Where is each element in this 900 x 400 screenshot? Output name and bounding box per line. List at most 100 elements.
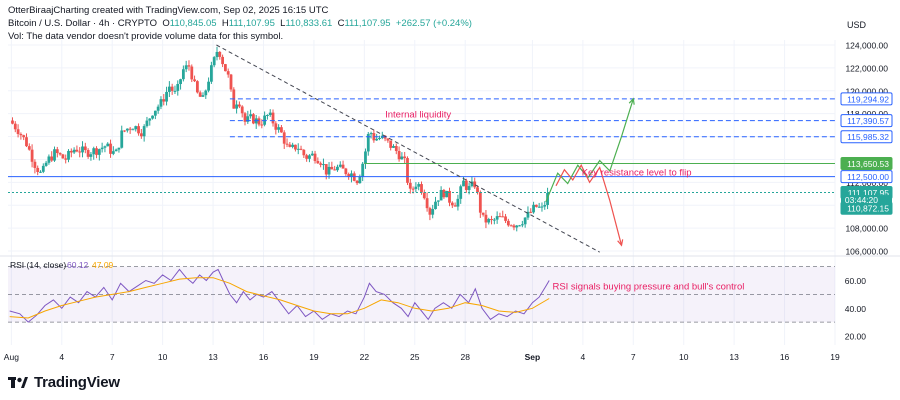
candle-body <box>36 167 40 172</box>
candle-body <box>448 190 451 203</box>
downtrend-line <box>216 44 600 253</box>
candle-body <box>520 224 524 226</box>
candle-body <box>350 173 353 177</box>
time-tick-label: 19 <box>830 352 840 362</box>
candle-body <box>341 164 345 169</box>
candle-body <box>260 124 264 126</box>
candle-body <box>103 146 107 148</box>
candle-body <box>280 127 283 133</box>
candle-body <box>111 151 115 154</box>
symbol-name[interactable]: Bitcoin / U.S. Dollar · 4h · CRYPTO <box>8 18 158 29</box>
candle-body <box>69 150 73 153</box>
candle-body <box>285 143 289 145</box>
candle-body <box>207 81 210 91</box>
candle-body <box>294 144 297 150</box>
candle-body <box>501 216 505 218</box>
candle-body <box>173 90 177 92</box>
candle-body <box>408 182 412 189</box>
candle-body <box>39 171 42 173</box>
candle-body <box>364 151 367 164</box>
candle-body <box>22 135 26 138</box>
rsi-legend-title: RSI (14, close) <box>10 260 66 270</box>
bullish-projection-path <box>545 98 634 203</box>
time-tick-label: Aug <box>4 352 19 362</box>
ohlc-change: +262.57 (+0.24%) <box>395 18 472 29</box>
price-tag <box>840 130 893 144</box>
axes: 106,000.00108,000.00110,000.00112,000.00… <box>0 41 900 362</box>
time-tick-label: 7 <box>631 352 636 362</box>
candle-body <box>481 212 485 215</box>
candle-body <box>473 181 477 188</box>
candle-body <box>442 189 446 198</box>
candle-body <box>55 149 59 154</box>
candle-body <box>226 71 230 75</box>
candle-body <box>420 184 423 193</box>
chart-header: OtterBiraajCharting created with Trading… <box>8 4 472 43</box>
candle-body <box>428 208 432 215</box>
candle-body <box>302 149 306 156</box>
candle-body <box>523 217 527 225</box>
candle-body <box>512 225 516 228</box>
price-pane: Internal liquidity Key resistance level t… <box>8 40 836 345</box>
candle-body <box>176 84 180 91</box>
candle-body <box>453 205 457 207</box>
candle-body <box>83 146 87 151</box>
candle-body <box>72 149 76 153</box>
candle-body <box>153 110 157 116</box>
price-tag-label: 110,872.15 <box>847 204 889 214</box>
candle-body <box>75 149 79 152</box>
candle-body <box>86 150 90 157</box>
rsi-line <box>9 268 550 323</box>
candle-body <box>316 160 320 164</box>
candle-body <box>198 92 202 97</box>
candle-body <box>243 113 247 122</box>
candle-body <box>492 219 496 221</box>
candle-body <box>386 138 390 141</box>
ohlc-row: Bitcoin / U.S. Dollar · 4h · CRYPTO O110… <box>8 18 472 29</box>
rsi-annotation: RSI signals buying pressure and bull's c… <box>552 282 744 293</box>
candle-body <box>268 112 272 115</box>
price-tag-label: 111,107.95 <box>848 188 890 198</box>
candle-body <box>134 126 138 130</box>
candle-body <box>78 151 82 153</box>
time-tick-label: 22 <box>360 352 370 362</box>
candle-body <box>252 114 255 124</box>
candle-body <box>64 158 68 160</box>
candle-body <box>81 146 84 153</box>
candle-body <box>125 128 129 131</box>
currency-label[interactable]: USD <box>846 20 866 30</box>
price-tag <box>840 156 893 170</box>
rsi-tick-label: 20.00 <box>845 332 867 342</box>
candle-body <box>235 104 239 109</box>
candle-body <box>128 128 132 130</box>
candle-body <box>400 156 404 160</box>
candle-body <box>58 153 62 155</box>
candle-body <box>347 174 351 177</box>
candle-body <box>470 181 474 187</box>
countdown-label: 03:44:20 <box>845 195 878 205</box>
candle-body <box>159 99 163 107</box>
candle-body <box>41 165 45 172</box>
candle-body <box>109 143 112 154</box>
candle-body <box>61 154 65 159</box>
candle-body <box>439 189 443 201</box>
candle-body <box>518 225 521 227</box>
candle-body <box>13 123 17 130</box>
candle-body <box>148 118 152 121</box>
candle-body <box>95 148 98 155</box>
ohlc-low: 110,833.61 <box>285 18 333 29</box>
candle-body <box>266 114 269 116</box>
candle-body <box>336 166 339 171</box>
time-tick-label: 16 <box>780 352 790 362</box>
candle-body <box>16 129 20 135</box>
candle-body <box>431 209 435 215</box>
byline: OtterBiraajCharting created with Trading… <box>8 5 329 16</box>
bullish-projection-path-arrowhead <box>628 97 635 105</box>
candle-body <box>131 129 135 131</box>
candle-body <box>33 161 37 168</box>
candle-body <box>490 219 493 221</box>
candle-body <box>100 147 104 150</box>
candle-body <box>53 149 56 161</box>
